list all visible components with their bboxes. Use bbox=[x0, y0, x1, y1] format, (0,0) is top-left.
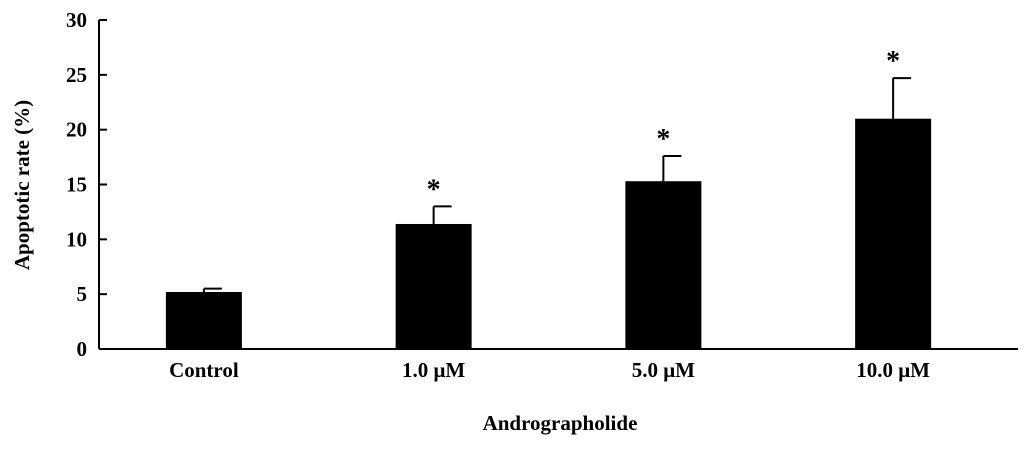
x-tick-label-0: Control bbox=[169, 358, 239, 382]
y-tick-label: 10 bbox=[66, 227, 87, 251]
x-axis-ticks: Control 1.0 μM 5.0 μM 10.0 μM bbox=[169, 341, 930, 382]
x-axis-label: Andrographolide bbox=[483, 411, 638, 435]
y-tick-label: 5 bbox=[77, 282, 88, 306]
bar-2 bbox=[625, 181, 702, 349]
significance-marker-3: * bbox=[886, 46, 900, 77]
bar-3 bbox=[855, 118, 932, 349]
y-tick-label: 0 bbox=[77, 337, 88, 361]
bars-layer: * * * bbox=[165, 46, 932, 349]
x-tick-label-3: 10.0 μM bbox=[856, 358, 930, 382]
bar-0 bbox=[165, 291, 242, 349]
x-tick-label-1: 1.0 μM bbox=[402, 358, 465, 382]
y-tick-label: 30 bbox=[66, 8, 87, 32]
y-axis-ticks: 0 5 10 15 20 25 30 bbox=[66, 8, 107, 361]
x-tick-label-2: 5.0 μM bbox=[632, 358, 695, 382]
significance-marker-2: * bbox=[656, 124, 670, 155]
y-tick-label: 20 bbox=[66, 118, 87, 142]
y-tick-label: 25 bbox=[66, 63, 87, 87]
significance-marker-1: * bbox=[427, 174, 441, 205]
bar-1 bbox=[395, 223, 472, 349]
y-axis-label: Apoptotic rate (%) bbox=[10, 100, 34, 270]
y-tick-label: 15 bbox=[66, 173, 87, 197]
